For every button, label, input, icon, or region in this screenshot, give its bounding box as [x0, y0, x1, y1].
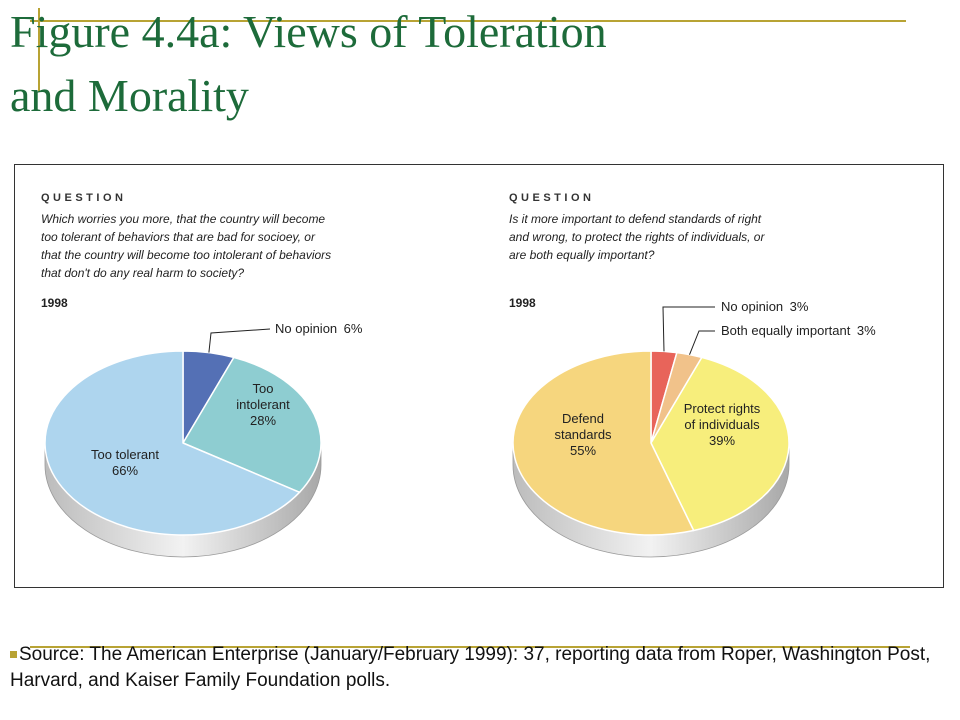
- chart-2: QUESTION Is it more important to defend …: [509, 192, 876, 558]
- chart-1: QUESTION Which worries you more, that th…: [41, 192, 363, 558]
- decor-line-top: [30, 20, 906, 22]
- chart-1-slice-3-label: Too tolerant 66%: [91, 447, 159, 478]
- chart-2-slice-4: [512, 350, 695, 536]
- chart-1-slice-1-label: No opinion 6%: [275, 321, 363, 336]
- chart-2-slice-4-label: Defend standards 55%: [554, 411, 612, 458]
- source-text: Source: The American Enterprise (January…: [10, 644, 931, 691]
- slide-title-line2: and Morality: [10, 70, 249, 121]
- chart-2-slice-1-label: No opinion 3%: [721, 299, 809, 314]
- chart-2-slice-2-label: Both equally important 3%: [721, 323, 876, 338]
- chart-2-slice-3-label: Protect rights of individuals 39%: [684, 401, 761, 448]
- chart-2-question-line-3: are both equally important?: [509, 248, 655, 262]
- decor-line-left: [38, 8, 40, 92]
- bullet-square-icon: [10, 651, 17, 658]
- chart-1-callout-line-1: [208, 328, 271, 353]
- chart-2-question-heading: QUESTION: [509, 192, 594, 204]
- chart-2-slice-3: [650, 356, 790, 532]
- chart-2-year: 1998: [509, 296, 536, 310]
- chart-2-question-line-2: and wrong, to protect the rights of indi…: [509, 230, 765, 244]
- chart-1-pie: No opinion 6% Too intolerant 28% Too toleran…: [44, 321, 363, 558]
- chart-2-pie: No opinion 3% Both equally important 3% Pr…: [512, 299, 876, 558]
- slide-title: Figure 4.4a: Views of Toleration and Mor…: [10, 0, 607, 128]
- chart-1-question-line-1: Which worries you more, that the country…: [41, 212, 325, 226]
- chart-1-slice-2-label: Too intolerant 28%: [236, 381, 290, 428]
- decor-line-bottom: [30, 646, 910, 648]
- pie-charts: QUESTION Which worries you more, that th…: [41, 192, 876, 558]
- slide-title-line1: Figure 4.4a: Views of Toleration: [10, 6, 607, 57]
- chart-2-callout-line-1: [662, 306, 715, 352]
- chart-1-question-heading: QUESTION: [41, 192, 126, 204]
- chart-1-slice-2: [182, 356, 322, 494]
- chart-1-slice-3: [44, 350, 301, 536]
- chart-1-year: 1998: [41, 296, 68, 310]
- figure-panel: QUESTION Which worries you more, that th…: [14, 164, 944, 588]
- chart-2-callout-line-2: [689, 330, 715, 355]
- chart-1-question-line-3: that the country will become too intoler…: [41, 248, 331, 262]
- source-note: Source: The American Enterprise (January…: [10, 642, 950, 694]
- chart-2-question-line-1: Is it more important to defend standards…: [509, 212, 762, 226]
- chart-1-question-line-2: too tolerant of behaviors that are bad f…: [41, 230, 316, 244]
- chart-1-question-line-4: that don't do any real harm to society?: [41, 266, 244, 280]
